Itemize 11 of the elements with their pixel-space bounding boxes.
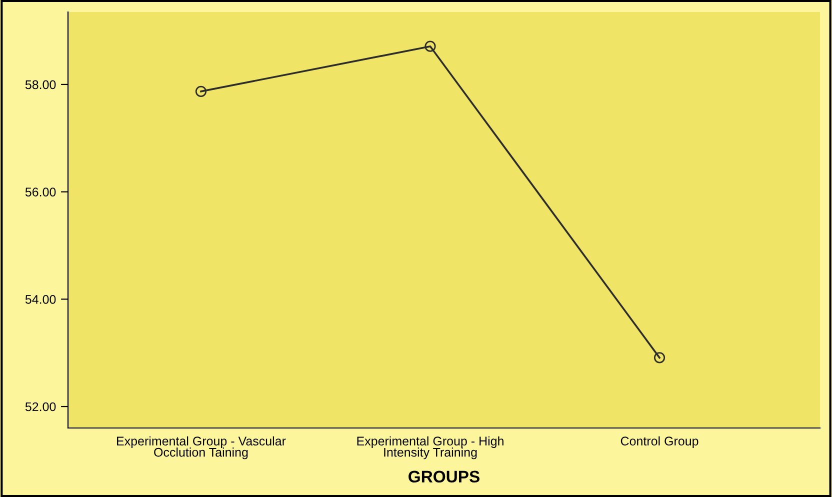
point [195,86,207,97]
y-tick-label: 58.00 [25,80,56,90]
point [424,40,436,52]
y-tick-label: 54.00 [25,294,56,304]
y-tick-label: 52.00 [25,402,56,412]
x-tick-label: Experimental Group - Vascular Occlution Taining [117,436,286,460]
x-tick-label: Experimental Group - High Intensity Training [357,436,504,460]
x-axis-title: GROUPS [408,470,480,483]
point [654,352,666,364]
x-tick-label: Control Group [620,436,698,448]
y-tick-label: 56.00 [25,188,56,196]
